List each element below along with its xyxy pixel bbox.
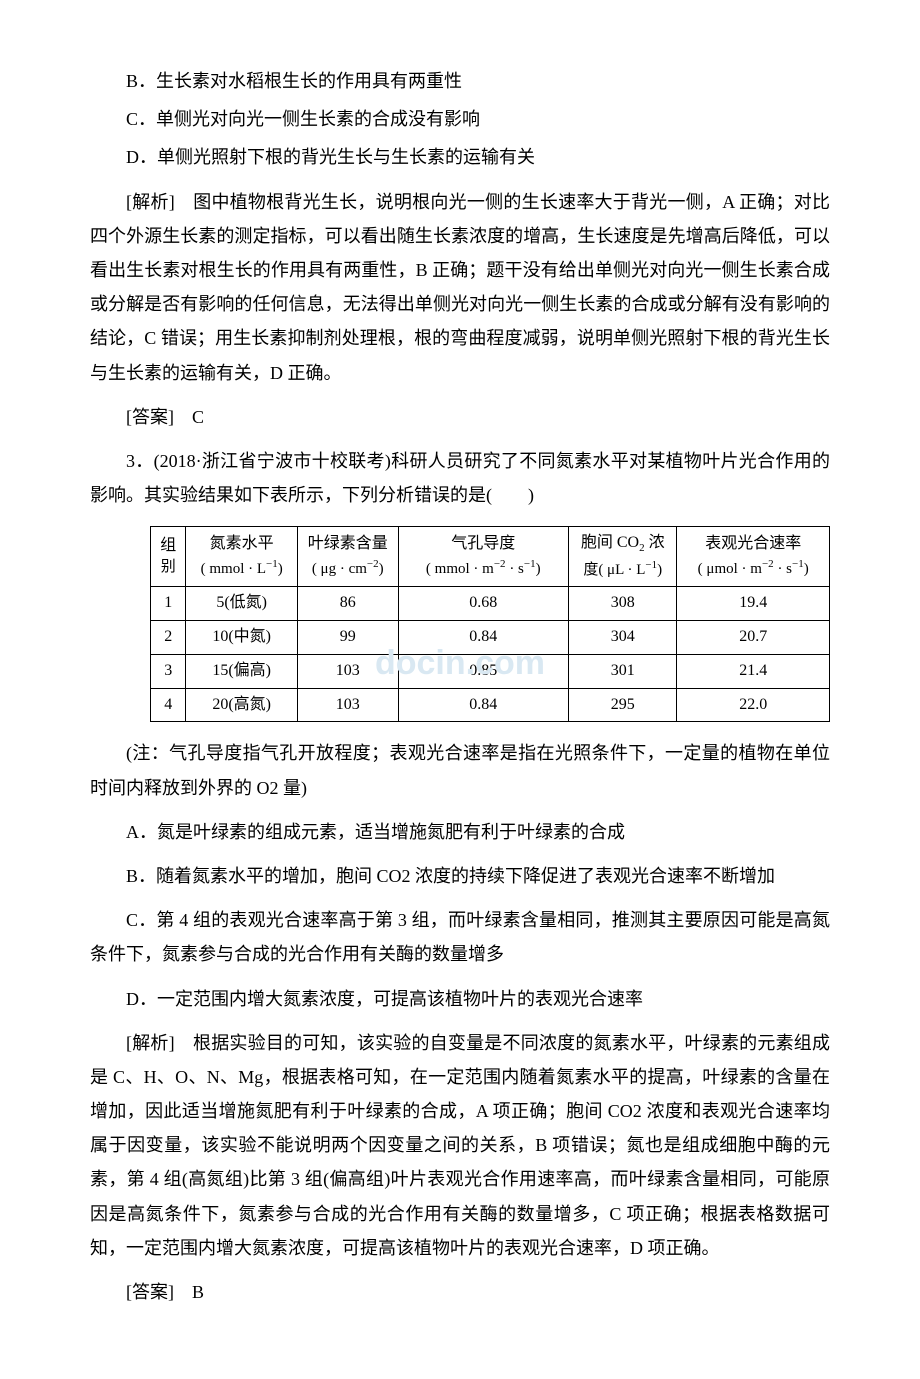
- cell-chl: 86: [297, 587, 398, 621]
- hdr-group-top: 组: [155, 536, 181, 559]
- hdr-rate-top: 表观光合速率: [681, 534, 825, 557]
- q3-stem: 3．(2018·浙江省宁波市十校联考)科研人员研究了不同氮素水平对某植物叶片光合…: [90, 444, 830, 512]
- hdr-rate-unit: ( μmol · m−2 · s−1): [681, 557, 825, 580]
- table-wrapper: 组 别 氮素水平 ( mmol · L−1) 叶绿素含量 ( μg · cm−2…: [90, 526, 830, 722]
- cell-rate: 20.7: [677, 621, 830, 655]
- hdr-co2: 胞间 CO2 浓 度( μL · L−1): [568, 527, 676, 587]
- hdr-chlorophyll-unit: ( μg · cm−2): [302, 557, 394, 580]
- cell-level: 15(偏高): [186, 654, 297, 688]
- table-row: 4 20(高氮) 103 0.84 295 22.0: [151, 688, 830, 722]
- cell-idx: 1: [151, 587, 186, 621]
- page: B．生长素对水稻根生长的作用具有两重性 C．单侧光对向光一侧生长素的合成没有影响…: [0, 0, 920, 1379]
- q2-option-d: D．单侧光照射下根的背光生长与生长素的运输有关: [90, 140, 830, 174]
- cell-co2: 304: [568, 621, 676, 655]
- cell-idx: 2: [151, 621, 186, 655]
- cell-chl: 99: [297, 621, 398, 655]
- hdr-chlorophyll-top: 叶绿素含量: [302, 534, 394, 557]
- hdr-nitrogen-top: 氮素水平: [190, 534, 292, 557]
- cell-level: 5(低氮): [186, 587, 297, 621]
- cell-rate: 19.4: [677, 587, 830, 621]
- hdr-group-bot: 别: [155, 558, 181, 578]
- table-row: 3 15(偏高) 103 0.85 301 21.4: [151, 654, 830, 688]
- table-row: 2 10(中氮) 99 0.84 304 20.7: [151, 621, 830, 655]
- cell-co2: 308: [568, 587, 676, 621]
- cell-idx: 4: [151, 688, 186, 722]
- cell-chl: 103: [297, 654, 398, 688]
- q3-option-d: D．一定范围内增大氮素浓度，可提高该植物叶片的表观光合速率: [90, 982, 830, 1016]
- hdr-conductance-top: 气孔导度: [403, 534, 564, 557]
- q3-analysis: [解析] 根据实验目的可知，该实验的自变量是不同浓度的氮素水平，叶绿素的元素组成…: [90, 1026, 830, 1265]
- cell-cond: 0.84: [398, 688, 568, 722]
- hdr-nitrogen: 氮素水平 ( mmol · L−1): [186, 527, 297, 587]
- data-table: 组 别 氮素水平 ( mmol · L−1) 叶绿素含量 ( μg · cm−2…: [150, 526, 830, 722]
- hdr-co2-unit: 度( μL · L−1): [573, 558, 672, 581]
- hdr-conductance: 气孔导度 ( mmol · m−2 · s−1): [398, 527, 568, 587]
- q3-option-a: A．氮是叶绿素的组成元素，适当增施氮肥有利于叶绿素的合成: [90, 815, 830, 849]
- hdr-rate: 表观光合速率 ( μmol · m−2 · s−1): [677, 527, 830, 587]
- q3-option-b: B．随着氮素水平的增加，胞间 CO2 浓度的持续下降促进了表观光合速率不断增加: [90, 859, 830, 893]
- cell-rate: 22.0: [677, 688, 830, 722]
- table-row: 1 5(低氮) 86 0.68 308 19.4: [151, 587, 830, 621]
- q2-analysis: [解析] 图中植物根背光生长，说明根向光一侧的生长速率大于背光一侧，A 正确；对…: [90, 185, 830, 390]
- q2-answer: [答案] C: [90, 400, 830, 434]
- cell-rate: 21.4: [677, 654, 830, 688]
- cell-chl: 103: [297, 688, 398, 722]
- q3-option-c: C．第 4 组的表观光合速率高于第 3 组，而叶绿素含量相同，推测其主要原因可能…: [90, 903, 830, 971]
- hdr-conductance-unit: ( mmol · m−2 · s−1): [403, 557, 564, 580]
- hdr-nitrogen-unit: ( mmol · L−1): [190, 557, 292, 580]
- cell-cond: 0.85: [398, 654, 568, 688]
- table-note: (注：气孔导度指气孔开放程度；表观光合速率是指在光照条件下，一定量的植物在单位时…: [90, 736, 830, 804]
- cell-level: 20(高氮): [186, 688, 297, 722]
- cell-co2: 301: [568, 654, 676, 688]
- cell-level: 10(中氮): [186, 621, 297, 655]
- cell-cond: 0.84: [398, 621, 568, 655]
- q2-option-b: B．生长素对水稻根生长的作用具有两重性: [90, 64, 830, 98]
- cell-co2: 295: [568, 688, 676, 722]
- hdr-co2-top: 胞间 CO2 浓: [573, 533, 672, 557]
- q2-option-c: C．单侧光对向光一侧生长素的合成没有影响: [90, 102, 830, 136]
- cell-idx: 3: [151, 654, 186, 688]
- hdr-chlorophyll: 叶绿素含量 ( μg · cm−2): [297, 527, 398, 587]
- hdr-group: 组 别: [151, 527, 186, 587]
- q3-answer: [答案] B: [90, 1275, 830, 1309]
- cell-cond: 0.68: [398, 587, 568, 621]
- table-header-row: 组 别 氮素水平 ( mmol · L−1) 叶绿素含量 ( μg · cm−2…: [151, 527, 830, 587]
